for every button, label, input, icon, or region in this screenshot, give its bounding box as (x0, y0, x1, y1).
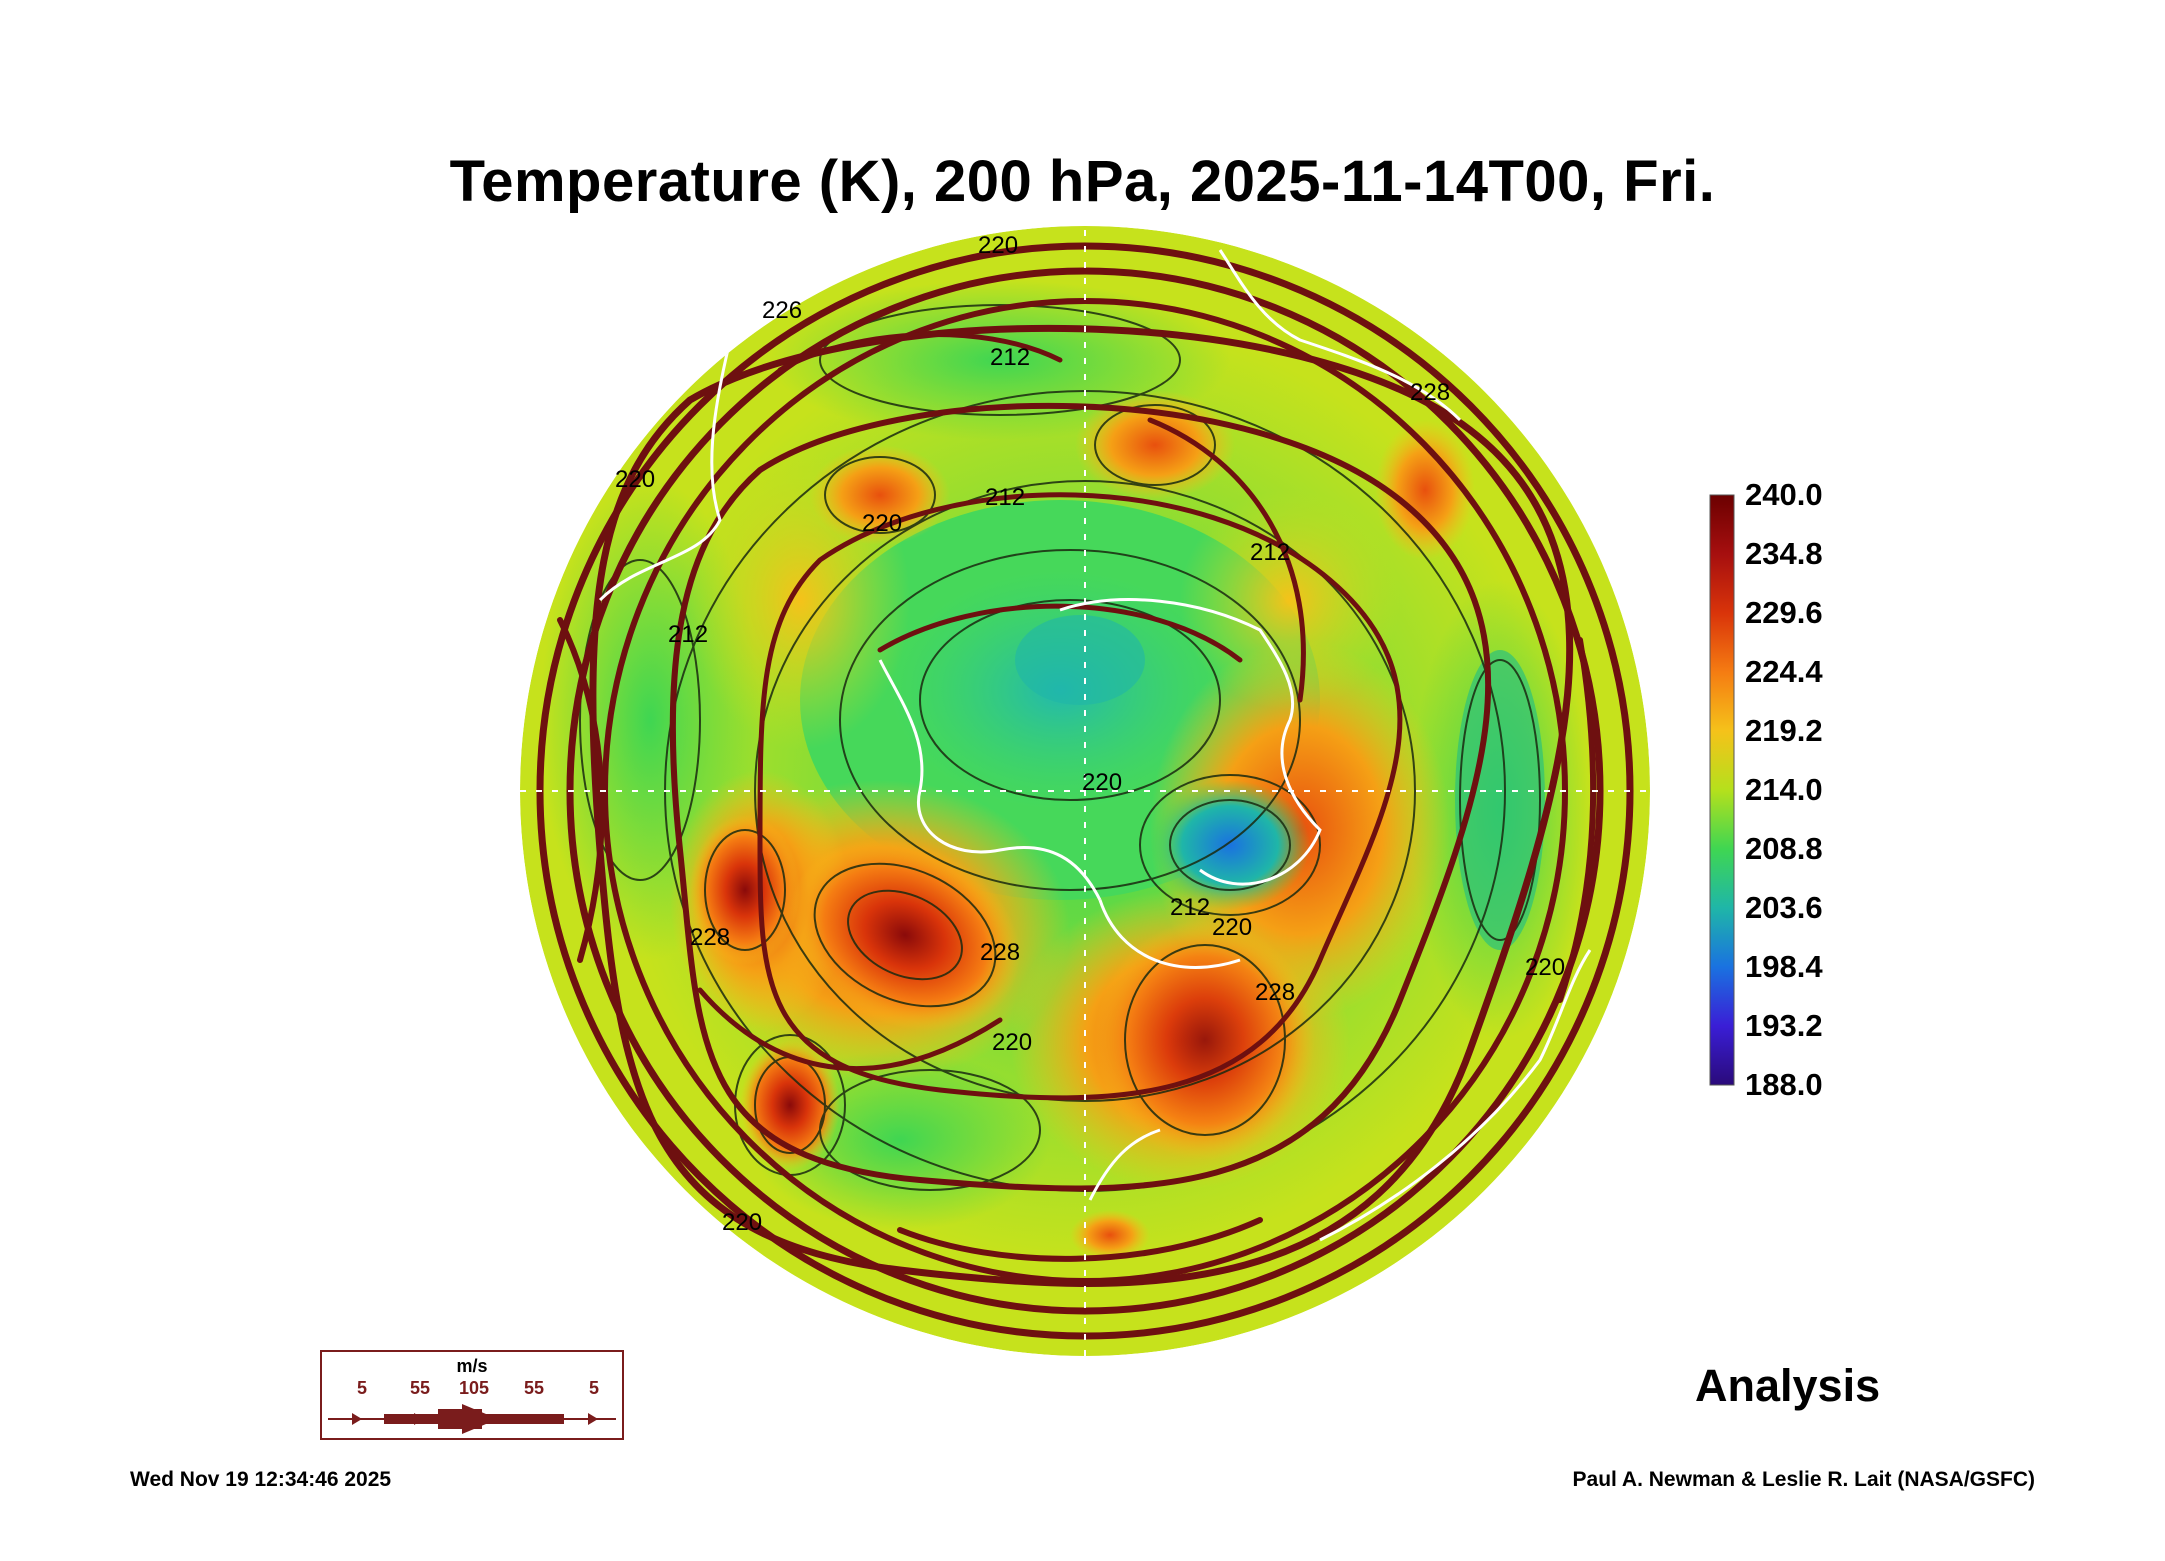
colorbar-ramp (1709, 494, 1735, 1086)
contour-label: 220 (978, 232, 1018, 259)
colorbar-tick-label: 219.2 (1745, 713, 1823, 748)
contour-label: 220 (615, 466, 655, 493)
contour-label-group: 220 226 212 220 212 212 212 220 228 228 … (615, 232, 1565, 1236)
wind-legend-label: 55 (523, 1378, 545, 1398)
contour-label: 220 (1212, 914, 1252, 941)
contour-label: 220 (1525, 954, 1565, 981)
colorbar-tick-label: 188.0 (1745, 1067, 1823, 1102)
colorbar-tick-label: 203.6 (1745, 890, 1823, 925)
contour-label: 228 (980, 939, 1020, 966)
colorbar-tick-label: 224.4 (1745, 654, 1823, 689)
wind-speed-legend: m/s 5 55 105 55 5 (320, 1350, 624, 1440)
colorbar-tick-label: 229.6 (1745, 595, 1823, 630)
colorbar-tick-label: 193.2 (1745, 1008, 1823, 1043)
contour-label: 228 (1410, 379, 1450, 406)
colorbar-tick-label: 214.0 (1745, 772, 1823, 807)
contour-label: 228 (690, 924, 730, 951)
contour-label: 212 (668, 621, 708, 648)
contour-label: 212 (990, 344, 1030, 371)
analysis-label: Analysis (1695, 1360, 1881, 1411)
colorbar-tick-label: 240.0 (1745, 477, 1823, 512)
credits: Paul A. Newman & Leslie R. Lait (NASA/GS… (1572, 1468, 2035, 1491)
map-title: Temperature (K), 200 hPa, 2025-11-14T00,… (449, 149, 1716, 214)
timestamp: Wed Nov 19 12:34:46 2025 (130, 1468, 392, 1491)
colorbar-tick-label: 234.8 (1745, 536, 1823, 571)
contour-label: 212 (1170, 894, 1210, 921)
contour-label: 220 (992, 1029, 1032, 1056)
colorbar-tick-label: 208.8 (1745, 831, 1823, 866)
contour-label: 212 (985, 484, 1025, 511)
wind-legend-label: 55 (409, 1378, 431, 1398)
contour-label: 220 (1082, 769, 1122, 796)
wind-legend-unit: m/s (456, 1356, 488, 1376)
coastlines (520, 230, 1650, 1356)
wind-legend-label: 5 (588, 1378, 600, 1398)
wind-legend-arrow (328, 1404, 616, 1434)
contour-label: 212 (1250, 539, 1290, 566)
contour-label: 226 (762, 297, 802, 324)
colorbar-tick-label: 198.4 (1745, 949, 1823, 984)
contour-label: 220 (862, 510, 902, 537)
contour-label: 220 (722, 1209, 762, 1236)
wind-legend-label: 105 (458, 1378, 490, 1398)
contour-label: 228 (1255, 979, 1295, 1006)
wind-legend-label: 5 (356, 1378, 368, 1398)
colorbar (1709, 494, 1735, 1086)
temperature-field (520, 226, 1650, 1356)
